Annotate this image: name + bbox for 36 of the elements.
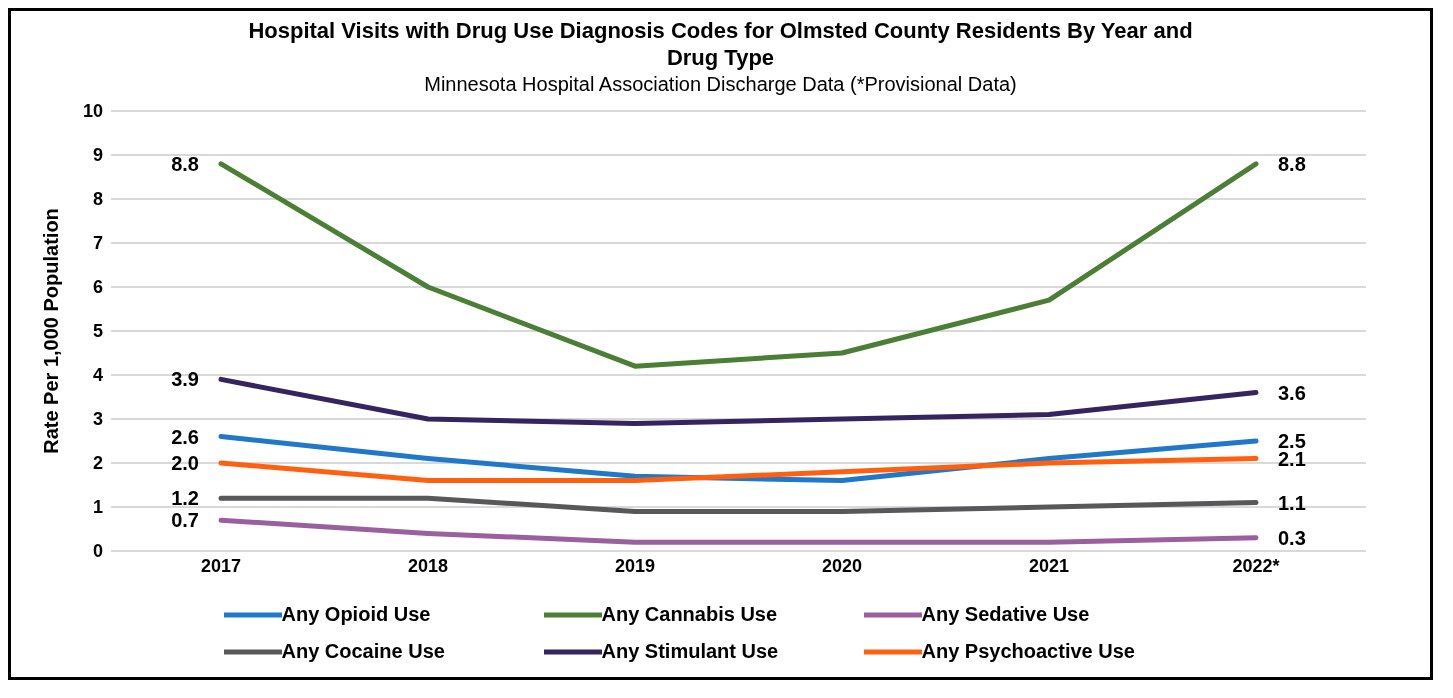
- data-label: 1.1: [1278, 491, 1306, 514]
- x-tick-label: 2021: [1028, 555, 1070, 576]
- legend-label: Any Cannabis Use: [601, 603, 778, 626]
- x-tick-label: 2020: [821, 555, 863, 576]
- x-tick-label: 2019: [614, 555, 656, 576]
- legend-label: Any Psychoactive Use: [921, 640, 1135, 663]
- data-label: 3.9: [171, 368, 199, 391]
- data-label: 2.6: [171, 425, 199, 448]
- y-tick-label: 6: [92, 277, 103, 298]
- y-tick-label: 7: [92, 233, 103, 254]
- y-tick-label: 3: [92, 409, 103, 430]
- data-label: 8.8: [171, 152, 199, 175]
- data-label: 8.8: [1278, 152, 1306, 175]
- y-tick-label: 8: [92, 189, 103, 210]
- y-tick-label: 5: [92, 321, 103, 342]
- x-tick-label: 2018: [407, 555, 449, 576]
- data-label: 0.3: [1278, 526, 1306, 549]
- x-tick-label: 2017: [200, 555, 242, 576]
- y-axis-title: Rate Per 1,000 Population: [40, 208, 63, 454]
- y-tick-label: 2: [92, 453, 103, 474]
- y-tick-label: 9: [92, 145, 103, 166]
- y-tick-label: 4: [92, 365, 103, 386]
- legend-label: Any Sedative Use: [921, 603, 1090, 626]
- data-label: 2.0: [171, 452, 199, 474]
- y-tick-label: 10: [82, 101, 103, 122]
- data-label: 0.7: [171, 509, 199, 532]
- y-tick-label: 1: [92, 497, 103, 518]
- chart-title: Hospital Visits with Drug Use Diagnosis Codes for Olmsted County Residents By Year and Drug Type: [247, 17, 1194, 71]
- y-tick-label: 0: [92, 541, 103, 562]
- legend-label: Any Cocaine Use: [281, 640, 445, 663]
- data-label: 1.2: [171, 487, 199, 510]
- legend-label: Any Opioid Use: [281, 603, 431, 626]
- chart-subtitle: Minnesota Hospital Association Discharge Data (*Provisional Data): [423, 72, 1018, 97]
- data-label: 3.6: [1278, 381, 1306, 404]
- x-tick-label: 2022*: [1232, 555, 1280, 576]
- legend-label: Any Stimulant Use: [601, 640, 779, 663]
